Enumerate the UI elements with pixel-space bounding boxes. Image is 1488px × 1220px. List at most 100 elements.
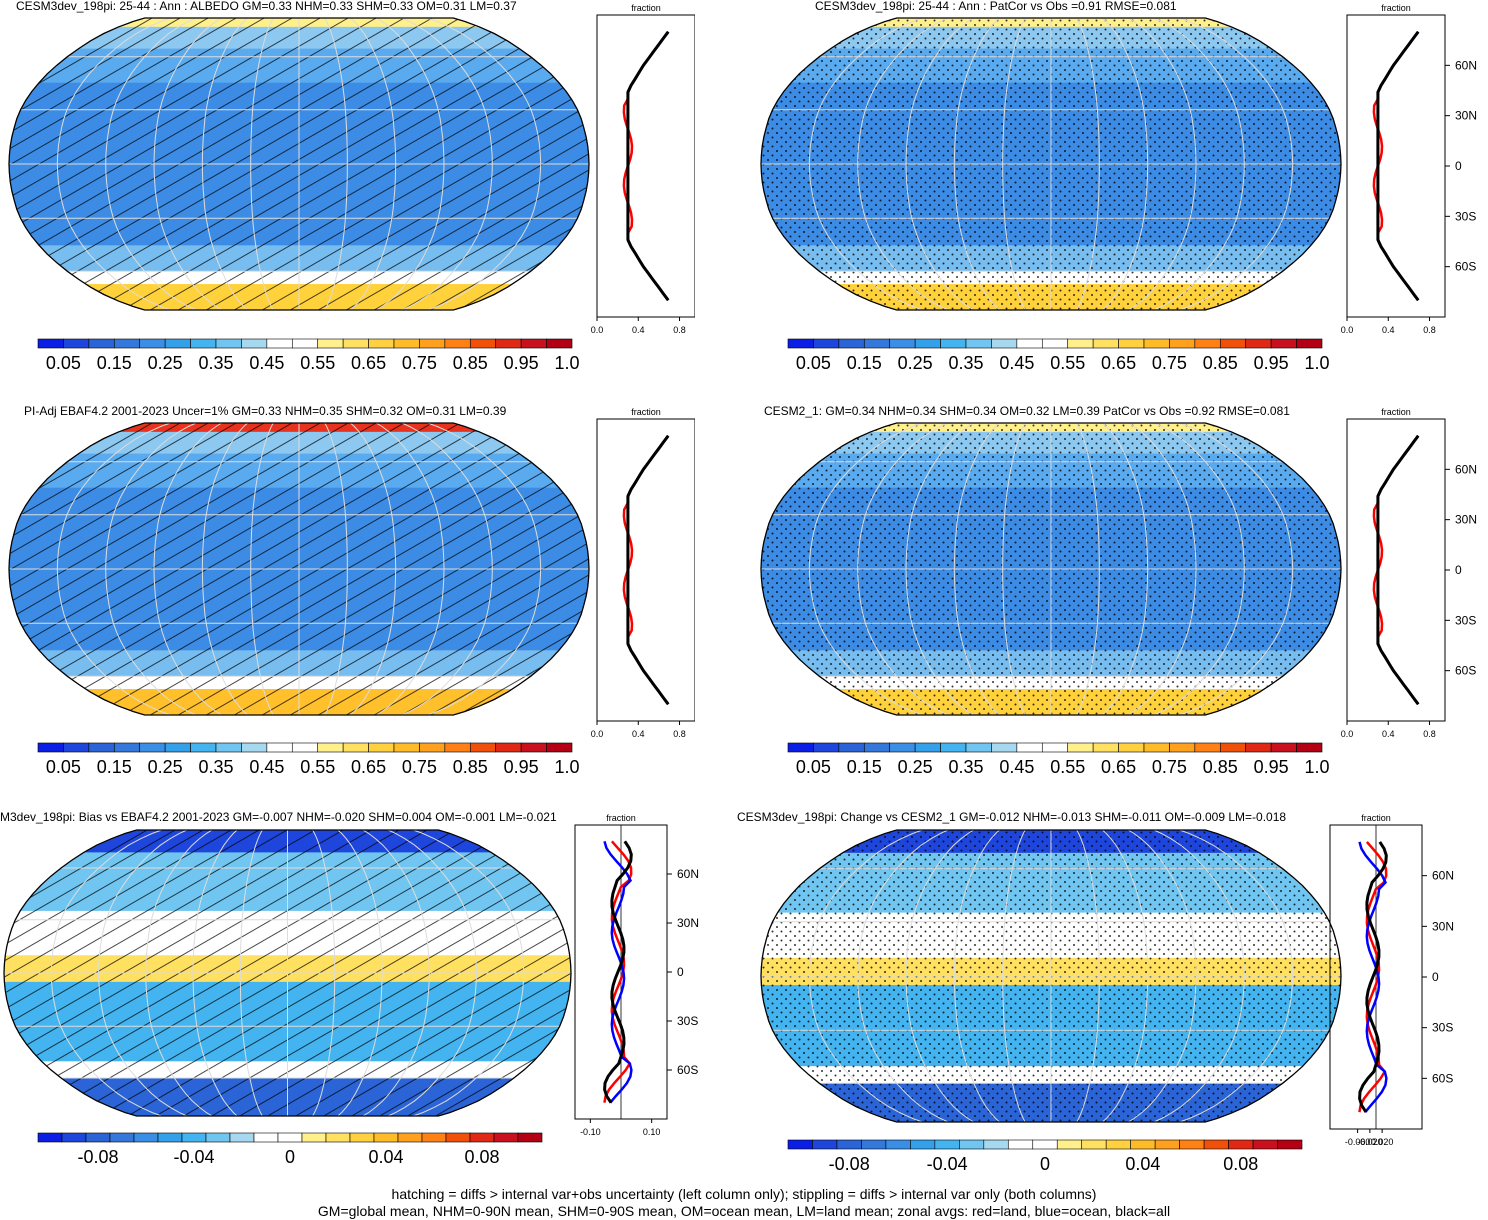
colorbar-label: 0.65 [351, 353, 386, 373]
colorbar-swatch [965, 338, 992, 349]
x-tick-label: 0.0 [1341, 325, 1354, 335]
colorbar-label: 0.85 [1203, 757, 1238, 777]
colorbar-label: 0.04 [1125, 1154, 1160, 1174]
colorbar-swatch [1194, 742, 1221, 753]
x-tick-label: -0.020 [1357, 1137, 1383, 1147]
colorbar-label: 1.05 [1304, 757, 1330, 777]
x-tick-label: 0.020 [1371, 1137, 1394, 1147]
colorbar-swatch [349, 1132, 375, 1143]
x-tick-label: 0.4 [632, 729, 645, 739]
colorbar-swatch [342, 742, 369, 753]
colorbar-swatch [1154, 1139, 1180, 1150]
zonal-line-ocean [626, 435, 670, 705]
colorbar-swatch [469, 742, 497, 753]
colorbar-swatch [838, 742, 865, 753]
colorbar-label: 0.25 [148, 353, 183, 373]
colorbar-swatch [885, 1139, 911, 1150]
colorbar-swatch [301, 1132, 327, 1143]
colorbar-swatch [863, 338, 891, 349]
colorbar-swatch [1169, 742, 1196, 753]
colorbar-swatch [397, 1132, 423, 1143]
zonal-line-all [626, 434, 670, 706]
lat-label: 0 [1455, 159, 1462, 173]
x-tick-label: 0.8 [673, 729, 686, 739]
colorbar-label: 0.45 [249, 353, 284, 373]
colorbar-label: 1.05 [554, 757, 580, 777]
colorbar-swatch [1032, 1139, 1058, 1150]
map [3, 829, 572, 1117]
lat-label: 60S [1455, 664, 1476, 678]
colorbar-swatch [63, 338, 90, 349]
colorbar-swatch [325, 1132, 351, 1143]
footer-note-1: hatching = diffs > internal var+obs unce… [391, 1186, 1097, 1202]
colorbar-label: 0.05 [46, 757, 81, 777]
colorbar-swatch [85, 1132, 111, 1143]
lat-label: 30N [1455, 109, 1477, 123]
x-tick-label: 0.0 [1341, 729, 1354, 739]
colorbar-swatch [88, 742, 115, 753]
lat-label: 30N [1455, 513, 1477, 527]
colorbar-swatch [368, 338, 395, 349]
colorbar-swatch [113, 338, 141, 349]
colorbar-label: 0.45 [999, 353, 1034, 373]
colorbar-swatch [983, 1139, 1009, 1150]
x-tick-label: -0.10 [580, 1127, 601, 1137]
colorbar-label: -0.08 [77, 1147, 118, 1167]
colorbar-label: 0.75 [402, 353, 437, 373]
panel-title: CESM2_1: GM=0.34 NHM=0.34 SHM=0.34 OM=0.… [764, 404, 1290, 418]
colorbar-swatch [1118, 338, 1145, 349]
panel-title: CESM3dev_198pi: Change vs CESM2_1 GM=-0.… [737, 810, 1287, 824]
colorbar-swatch [1041, 742, 1069, 753]
zonal-line-ocean [1358, 841, 1388, 1113]
colorbar-label: 0.95 [504, 757, 539, 777]
colorbar-swatch [37, 742, 64, 753]
colorbar-swatch [495, 742, 522, 753]
zonal-title: fraction [631, 407, 661, 417]
colorbar-swatch [1228, 1139, 1254, 1150]
colorbar-swatch [277, 1132, 303, 1143]
zonal-frame [596, 418, 695, 722]
colorbar-swatch [373, 1132, 399, 1143]
colorbar-swatch [215, 742, 242, 753]
colorbar-label: 0.65 [1101, 353, 1136, 373]
colorbar-label: 0.55 [1050, 757, 1085, 777]
x-tick-label: 0.8 [673, 325, 686, 335]
colorbar-swatch [493, 1132, 519, 1143]
zonal-title: fraction [1381, 407, 1411, 417]
zonal-line-all [603, 840, 633, 1104]
colorbar-label: 0.45 [249, 757, 284, 777]
colorbar-swatch [520, 338, 547, 349]
colorbar-swatch [1219, 742, 1247, 753]
colorbar-swatch [1092, 742, 1119, 753]
colorbar-swatch [419, 742, 446, 753]
x-tick-label: 0.10 [643, 1127, 661, 1137]
map [760, 829, 1342, 1123]
colorbar-label: 0.85 [453, 757, 488, 777]
zonal-line-ocean [626, 31, 670, 301]
colorbar-label: 1.05 [1304, 353, 1330, 373]
colorbar-label: 0.15 [847, 757, 882, 777]
colorbar-swatch [419, 338, 446, 349]
map [760, 17, 1342, 311]
lat-label: 60N [1455, 58, 1477, 72]
colorbar-label: 0.15 [97, 757, 132, 777]
colorbar-swatch [1081, 1139, 1107, 1150]
colorbar-swatch [37, 1132, 63, 1143]
colorbar-label: -0.08 [829, 1154, 870, 1174]
colorbar-label: 0.35 [198, 353, 233, 373]
colorbar-label: 0.95 [504, 353, 539, 373]
colorbar-label: 0 [1040, 1154, 1050, 1174]
map-outline [760, 17, 1342, 311]
colorbar-swatch [317, 742, 344, 753]
colorbar-swatch [1296, 338, 1323, 349]
colorbar-label: 0.05 [796, 353, 831, 373]
map [8, 17, 590, 311]
colorbar-swatch [1105, 1139, 1131, 1150]
footer-note-2: GM=global mean, NHM=0-90N mean, SHM=0-90… [317, 1203, 1171, 1219]
x-tick-label: 0.4 [1382, 729, 1395, 739]
lat-label: 0 [1455, 563, 1462, 577]
colorbar-swatch [63, 742, 90, 753]
colorbar-swatch [1245, 338, 1272, 349]
